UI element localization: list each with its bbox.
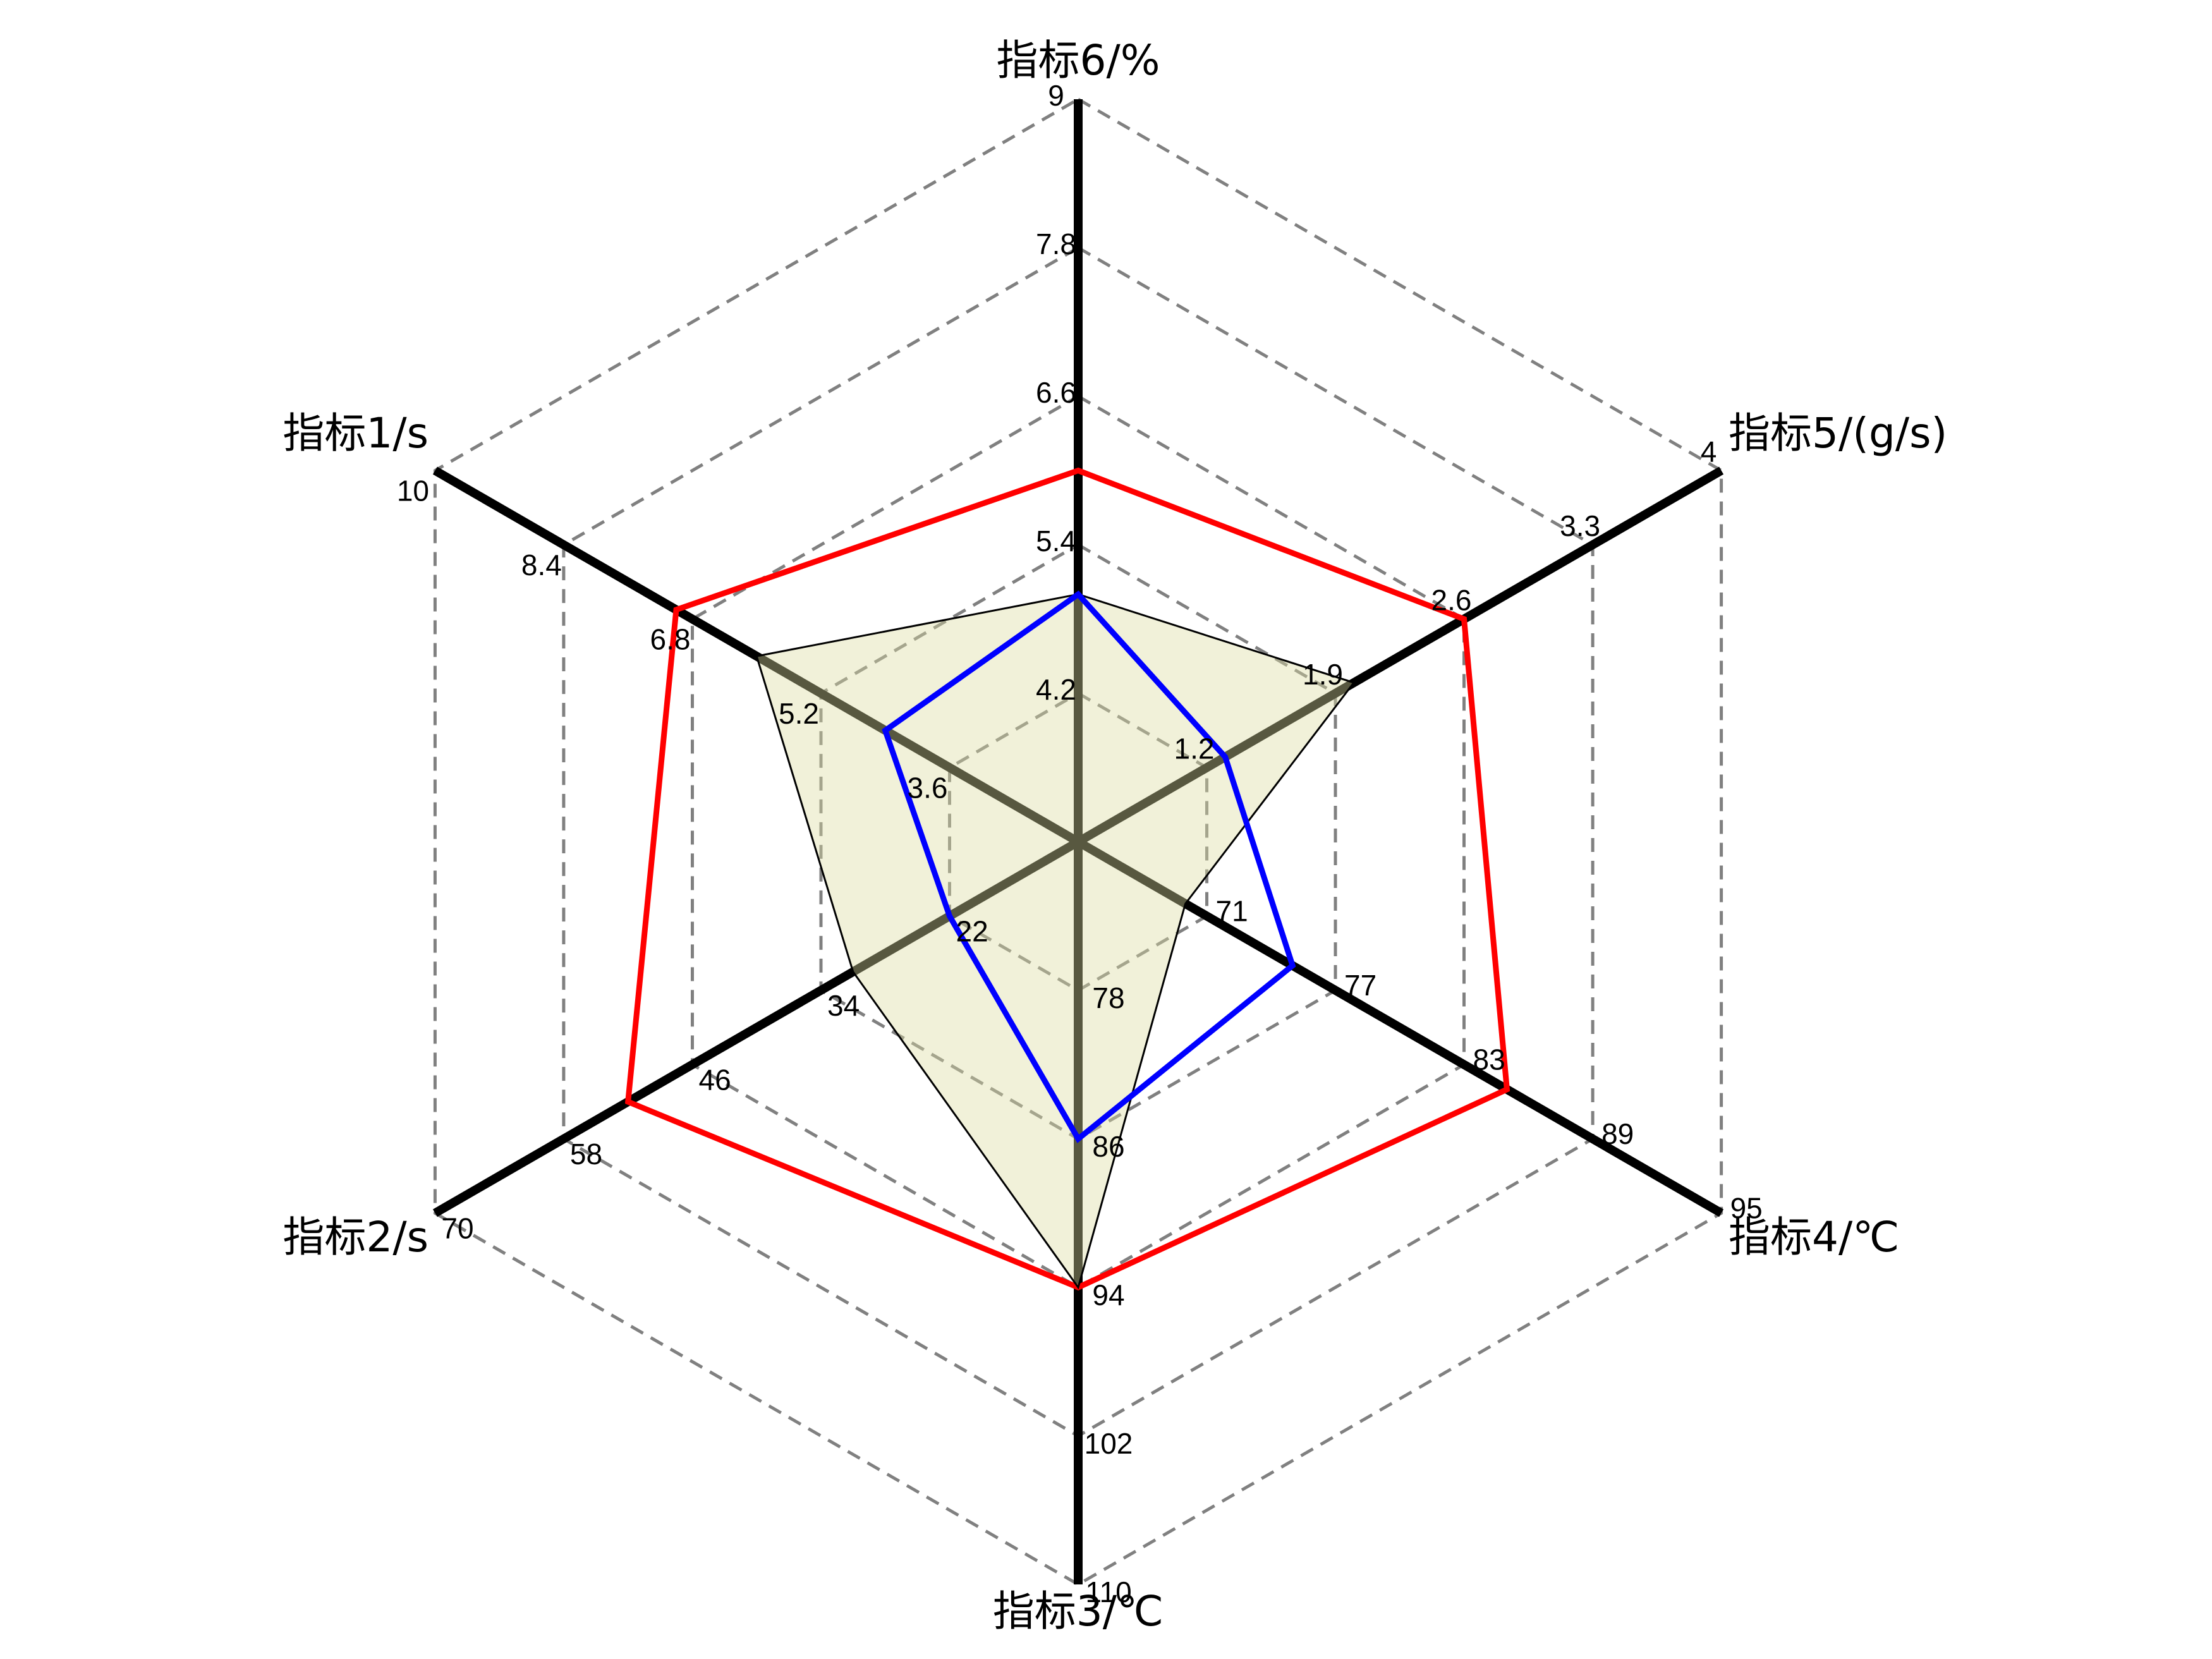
axis-title: 指标2/s (283, 1213, 428, 1261)
tick-label: 95 (1730, 1192, 1763, 1225)
tick-label: 77 (1344, 969, 1376, 1002)
tick-label: 3.6 (908, 772, 948, 805)
tick-label: 1.9 (1303, 658, 1343, 691)
tick-labels: 4.2 5.4 6.6 7.8 9 1.2 1.9 2.6 3.3 4 71 77 83 89 95 78 86… (397, 79, 1763, 1608)
axis-title: 指标1/s (283, 409, 428, 458)
tick-label: 1.2 (1174, 732, 1215, 765)
tick-label: 8.4 (521, 549, 562, 581)
axis-title: 指标6/% (997, 36, 1160, 85)
tick-label: 86 (1092, 1130, 1124, 1163)
tick-label: 22 (956, 915, 988, 948)
axis-title: 指标5/(g/s) (1729, 409, 1947, 458)
tick-label: 71 (1216, 895, 1248, 928)
axis-spoke-5 (432, 837, 1081, 1217)
tick-label: 46 (699, 1064, 731, 1097)
tick-label: 34 (827, 989, 860, 1022)
tick-label: 78 (1092, 981, 1124, 1014)
tick-label: 4.2 (1036, 673, 1076, 706)
tick-label: 102 (1085, 1427, 1133, 1460)
tick-label: 5.4 (1036, 525, 1076, 557)
axis-spoke-2 (1076, 466, 1724, 846)
tick-label: 2.6 (1431, 584, 1472, 617)
axis-titles: 指标6/% 指标5/(g/s) 指标4/℃ 指标3/℃ 指标2/s 指标1/s (283, 36, 1947, 1636)
tick-label: 58 (570, 1138, 602, 1170)
series (624, 467, 1510, 1291)
tick-label: 6.8 (650, 623, 691, 656)
tick-label: 83 (1473, 1043, 1505, 1076)
tick-label: 5.2 (779, 697, 819, 730)
axis-title: 指标4/℃ (1729, 1213, 1899, 1261)
tick-label: 10 (397, 475, 429, 507)
series-3-polygon (882, 590, 1296, 1143)
tick-label: 9 (1048, 79, 1064, 112)
tick-label: 7.8 (1036, 228, 1076, 260)
tick-label: 6.6 (1036, 376, 1076, 409)
tick-label: 89 (1601, 1117, 1634, 1150)
axis-title: 指标3/℃ (993, 1587, 1164, 1636)
tick-label: 4 (1701, 435, 1717, 468)
tick-label: 70 (441, 1212, 473, 1245)
tick-label: 94 (1092, 1279, 1124, 1311)
series-2-polygon (755, 593, 1356, 1290)
tick-label: 3.3 (1560, 509, 1600, 542)
tick-label: 110 (1085, 1576, 1131, 1608)
